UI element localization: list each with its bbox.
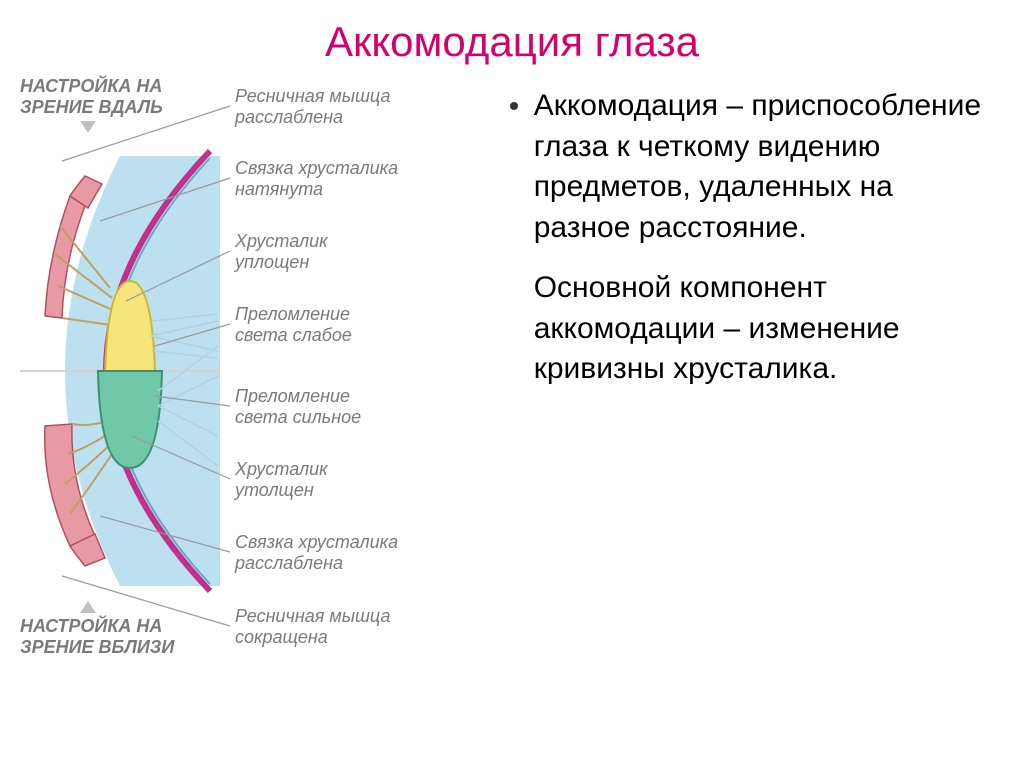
label-lens-thick: Хрусталик утолщен — [235, 459, 328, 500]
text-panel: Аккомодация – приспособление глаза к чет… — [500, 76, 1024, 753]
bullet-2-text: Основной компонент аккомодации – изменен… — [534, 268, 994, 390]
label-muscle-relaxed: Ресничная мышца расслаблена — [235, 86, 390, 127]
triangle-up-icon — [80, 601, 96, 613]
bullet-1: Аккомодация – приспособление глаза к чет… — [510, 86, 994, 248]
label-refraction-weak: Преломление света слабое — [235, 304, 352, 345]
label-ligament-relaxed: Связка хрусталика расслаблена — [235, 532, 398, 573]
bullet-2: Основной компонент аккомодации – изменен… — [510, 268, 994, 390]
label-refraction-strong: Преломление света сильное — [235, 386, 361, 427]
label-ligament-taut: Связка хрусталика натянута — [235, 158, 398, 199]
label-muscle-contracted: Ресничная мышца сокращена — [235, 606, 390, 647]
page-title: Аккомодация глаза — [0, 0, 1024, 76]
bullet-1-text: Аккомодация – приспособление глаза к чет… — [534, 86, 994, 248]
label-lens-flat: Хрусталик уплощен — [235, 231, 328, 272]
heading-near: НАСТРОЙКА НА ЗРЕНИЕ ВБЛИЗИ — [20, 616, 174, 657]
diagram-panel: НАСТРОЙКА НА ЗРЕНИЕ ВДАЛЬ — [0, 76, 500, 753]
content-area: НАСТРОЙКА НА ЗРЕНИЕ ВДАЛЬ — [0, 76, 1024, 753]
